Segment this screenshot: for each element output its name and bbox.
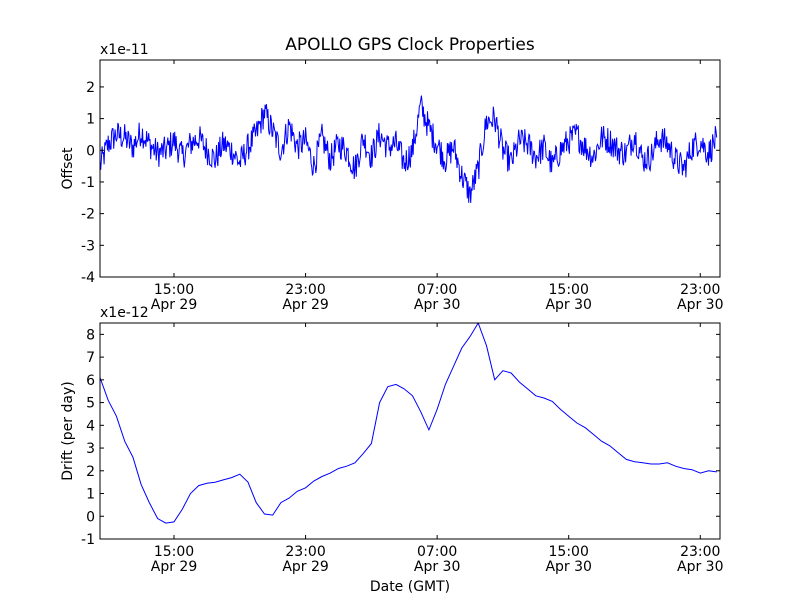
x-tick-date-label: Apr 30 <box>545 297 591 313</box>
y-tick-label: 5 <box>86 396 95 412</box>
plot-frame <box>99 59 721 278</box>
x-tick-date-label: Apr 30 <box>677 559 723 575</box>
chart-title: APOLLO GPS Clock Properties <box>285 35 535 55</box>
drift-series-line <box>100 323 717 524</box>
y-tick-label: -2 <box>81 207 95 223</box>
y-tick-label: 7 <box>86 350 95 366</box>
y-tick-label: -3 <box>81 238 95 254</box>
offset-series-line <box>100 95 718 204</box>
y-tick-label: 4 <box>86 418 95 434</box>
x-tick-date-label: Apr 29 <box>282 297 328 313</box>
x-tick-time-label: 23:00 <box>285 282 325 298</box>
y-tick-label: 3 <box>86 441 95 457</box>
y-tick-label: -1 <box>81 175 95 191</box>
y-axis-label: Offset <box>60 147 76 190</box>
y-tick-label: 0 <box>86 143 95 159</box>
x-tick-date-label: Apr 29 <box>151 559 197 575</box>
y-tick-label: -4 <box>81 270 95 286</box>
x-tick-date-label: Apr 29 <box>282 559 328 575</box>
x-tick-time-label: 15:00 <box>154 282 194 298</box>
x-tick-time-label: 07:00 <box>417 282 457 298</box>
x-tick-date-label: Apr 30 <box>677 297 723 313</box>
y-tick-label: -1 <box>81 532 95 548</box>
y-tick-label: 2 <box>86 80 95 96</box>
y-axis-label: Drift (per day) <box>60 381 76 480</box>
y-tick-label: 6 <box>86 373 95 389</box>
y-tick-label: 2 <box>86 464 95 480</box>
x-tick-time-label: 23:00 <box>285 544 325 560</box>
y-tick-label: 1 <box>86 112 95 128</box>
x-tick-date-label: Apr 30 <box>414 297 460 313</box>
plot-frame <box>99 322 721 540</box>
y-tick-label: 0 <box>86 509 95 525</box>
axis-offset-text: x1e-11 <box>100 42 149 58</box>
x-tick-time-label: 07:00 <box>417 544 457 560</box>
x-tick-time-label: 15:00 <box>549 544 589 560</box>
y-tick-label: 1 <box>86 487 95 503</box>
y-tick-label: 8 <box>86 327 95 343</box>
x-tick-time-label: 23:00 <box>680 544 720 560</box>
x-axis-label: Date (GMT) <box>370 579 450 595</box>
x-tick-date-label: Apr 30 <box>545 559 591 575</box>
x-tick-time-label: 23:00 <box>680 282 720 298</box>
x-tick-date-label: Apr 29 <box>151 297 197 313</box>
x-tick-time-label: 15:00 <box>549 282 589 298</box>
axis-offset-text: x1e-12 <box>100 305 149 321</box>
x-tick-time-label: 15:00 <box>154 544 194 560</box>
x-tick-date-label: Apr 30 <box>414 559 460 575</box>
